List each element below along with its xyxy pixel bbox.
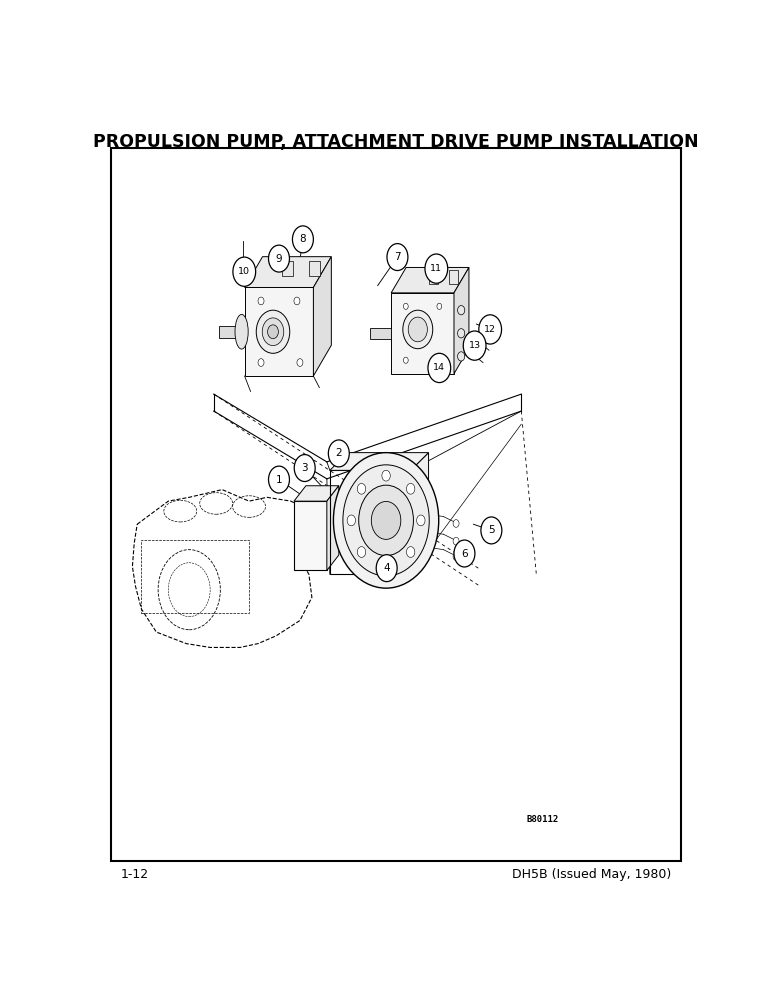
Polygon shape <box>411 453 428 574</box>
Circle shape <box>294 297 300 305</box>
Bar <box>449 270 459 284</box>
Text: 2: 2 <box>336 448 342 458</box>
Text: 3: 3 <box>301 463 308 473</box>
Polygon shape <box>454 267 469 374</box>
Text: 4: 4 <box>384 563 390 573</box>
Text: 8: 8 <box>300 234 306 244</box>
Circle shape <box>294 455 315 482</box>
Text: 7: 7 <box>394 252 401 262</box>
Text: 1-12: 1-12 <box>120 868 148 881</box>
Polygon shape <box>245 257 331 287</box>
Circle shape <box>269 245 290 272</box>
Text: B80112: B80112 <box>526 815 558 824</box>
Bar <box>294 501 327 570</box>
Circle shape <box>417 515 425 526</box>
Circle shape <box>297 359 303 366</box>
Text: 6: 6 <box>461 549 468 559</box>
Bar <box>245 287 313 376</box>
Circle shape <box>359 485 414 556</box>
Circle shape <box>233 257 256 286</box>
Text: DH5B (Issued May, 1980): DH5B (Issued May, 1980) <box>512 868 671 881</box>
Circle shape <box>425 254 448 283</box>
Circle shape <box>343 465 429 576</box>
Circle shape <box>387 244 408 271</box>
Circle shape <box>428 353 451 383</box>
Circle shape <box>437 303 442 309</box>
Circle shape <box>458 352 465 361</box>
Circle shape <box>371 501 401 539</box>
Text: PROPULSION PUMP, ATTACHMENT DRIVE PUMP INSTALLATION: PROPULSION PUMP, ATTACHMENT DRIVE PUMP I… <box>93 133 699 151</box>
Text: 5: 5 <box>488 525 495 535</box>
Circle shape <box>357 483 366 494</box>
Text: 13: 13 <box>469 341 481 350</box>
Circle shape <box>458 306 465 315</box>
FancyBboxPatch shape <box>371 328 391 339</box>
Circle shape <box>293 226 313 253</box>
Circle shape <box>403 310 433 349</box>
Circle shape <box>453 537 459 545</box>
Text: 1: 1 <box>276 475 283 485</box>
Circle shape <box>479 315 502 344</box>
Polygon shape <box>313 257 331 376</box>
Circle shape <box>437 357 442 363</box>
Circle shape <box>382 560 391 571</box>
Polygon shape <box>327 486 339 570</box>
Circle shape <box>328 440 349 467</box>
Circle shape <box>407 483 415 494</box>
Polygon shape <box>330 453 428 470</box>
Text: 9: 9 <box>276 254 283 264</box>
Circle shape <box>262 318 284 346</box>
Circle shape <box>453 553 459 560</box>
Circle shape <box>268 325 279 339</box>
Circle shape <box>407 547 415 557</box>
Bar <box>309 261 320 276</box>
Bar <box>141 540 249 613</box>
Text: 14: 14 <box>433 363 445 372</box>
Circle shape <box>454 540 475 567</box>
Bar <box>391 293 454 374</box>
Ellipse shape <box>235 314 248 349</box>
Polygon shape <box>294 486 339 501</box>
Circle shape <box>404 303 408 309</box>
Polygon shape <box>391 267 469 293</box>
Circle shape <box>258 297 264 305</box>
Text: 11: 11 <box>430 264 442 273</box>
Bar <box>428 270 438 284</box>
Circle shape <box>269 466 290 493</box>
Circle shape <box>463 331 486 360</box>
Text: 12: 12 <box>484 325 496 334</box>
Circle shape <box>357 547 366 557</box>
Circle shape <box>458 329 465 338</box>
Bar <box>330 470 411 574</box>
Circle shape <box>408 317 428 342</box>
Circle shape <box>481 517 502 544</box>
Circle shape <box>258 359 264 366</box>
Circle shape <box>376 555 397 582</box>
Circle shape <box>256 310 290 353</box>
Bar <box>282 261 293 276</box>
Circle shape <box>453 520 459 527</box>
Text: 10: 10 <box>239 267 250 276</box>
Circle shape <box>334 453 438 588</box>
FancyBboxPatch shape <box>219 326 245 338</box>
Circle shape <box>382 470 391 481</box>
Circle shape <box>404 357 408 363</box>
Circle shape <box>347 515 356 526</box>
